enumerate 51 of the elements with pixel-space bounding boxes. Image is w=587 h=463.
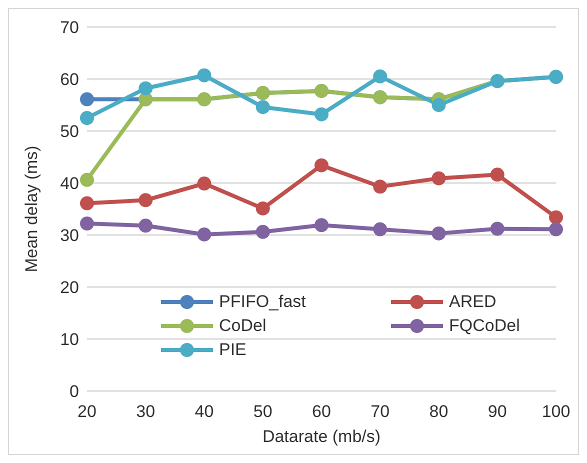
point xyxy=(138,218,153,233)
legend-label: PFIFO_fast xyxy=(219,292,306,312)
point xyxy=(314,107,328,122)
x-tick-label: 20 xyxy=(78,402,96,422)
x-tick-label: 80 xyxy=(429,402,448,422)
point xyxy=(80,111,94,125)
legend-label: PIE xyxy=(219,340,246,360)
point xyxy=(80,172,94,187)
point xyxy=(549,222,563,236)
y-tick-label: 50 xyxy=(60,122,79,142)
legend-label: CoDel xyxy=(219,316,266,336)
point xyxy=(432,98,446,112)
point xyxy=(432,171,446,186)
point xyxy=(197,227,212,242)
y-tick-label: 70 xyxy=(60,18,79,38)
x-tick-label: 70 xyxy=(370,402,390,422)
y-tick-label: 10 xyxy=(60,330,79,350)
x-tick-label: 40 xyxy=(194,402,214,422)
point xyxy=(197,176,212,191)
point xyxy=(197,68,212,82)
point xyxy=(138,81,153,96)
x-tick-label: 50 xyxy=(253,402,272,422)
point xyxy=(256,100,270,114)
point xyxy=(490,168,504,182)
point xyxy=(490,222,504,236)
x-tick-label: 60 xyxy=(312,402,331,422)
point xyxy=(373,222,388,236)
x-tick-label: 30 xyxy=(136,402,156,422)
point xyxy=(138,193,153,208)
point xyxy=(256,201,270,216)
legend-label: ARED xyxy=(449,292,496,312)
y-axis-title: Mean delay (ms) xyxy=(22,146,42,272)
y-tick-label: 60 xyxy=(60,70,79,90)
point xyxy=(80,92,94,106)
point xyxy=(314,158,328,172)
y-tick-label: 40 xyxy=(60,174,79,194)
point xyxy=(314,218,328,232)
point xyxy=(256,224,270,239)
y-tick-label: 20 xyxy=(60,278,79,298)
point xyxy=(373,180,388,194)
point xyxy=(80,216,94,231)
x-tick-label: 90 xyxy=(488,402,507,422)
point xyxy=(373,69,388,84)
point xyxy=(549,210,563,224)
y-tick-label: 0 xyxy=(70,382,79,402)
point xyxy=(80,196,94,210)
x-axis-title: Datarate (mb/s) xyxy=(262,427,381,446)
point xyxy=(432,226,446,240)
legend-label: FQCoDel xyxy=(449,316,520,336)
x-tick-label: 100 xyxy=(542,402,570,422)
y-tick-label: 30 xyxy=(60,226,79,246)
